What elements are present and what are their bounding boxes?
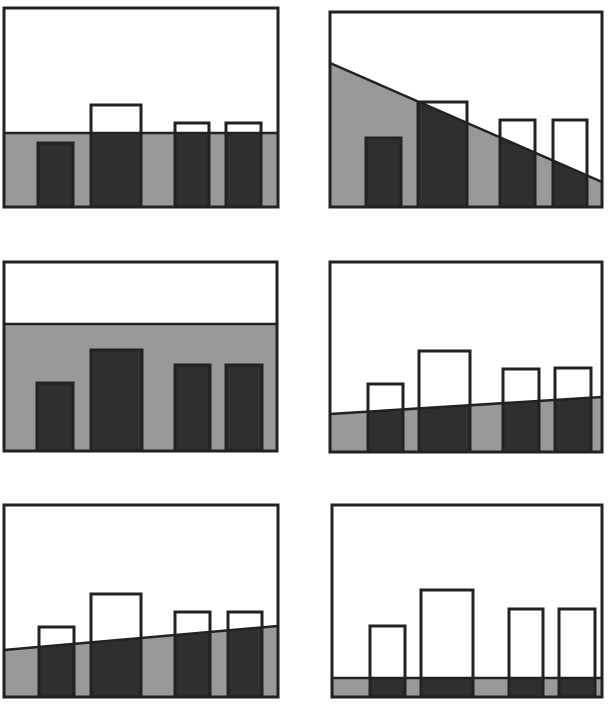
panel-frame	[2, 260, 279, 453]
water-line	[329, 395, 603, 416]
bar-submerged	[173, 626, 212, 697]
bar-submerged	[501, 397, 541, 452]
bar-submerged	[557, 678, 597, 697]
panel-frame	[330, 503, 604, 699]
bar-submerged	[173, 133, 211, 207]
bar-submerged	[368, 678, 407, 697]
bar-submerged	[224, 363, 264, 451]
bar-submerged	[507, 678, 545, 697]
bar-submerged	[89, 133, 143, 207]
bar-submerged	[553, 397, 593, 452]
panel	[328, 260, 604, 454]
panel	[2, 6, 280, 209]
bar-submerged	[89, 348, 144, 451]
bar-submerged	[35, 381, 75, 451]
bar-submerged	[224, 133, 263, 207]
bar-submerged	[364, 136, 403, 207]
bar-submerged	[173, 363, 212, 451]
water-line	[3, 624, 279, 652]
bar-submerged	[36, 141, 75, 207]
bar-submerged	[419, 678, 475, 697]
panel	[328, 10, 604, 209]
panel-frame	[2, 503, 280, 699]
panel-frame	[2, 6, 280, 209]
panel-frame	[328, 260, 604, 454]
water-line	[329, 61, 603, 184]
panel	[2, 260, 279, 453]
panel	[330, 503, 604, 699]
panel-frame	[328, 10, 604, 209]
panel	[2, 503, 280, 699]
bar-submerged	[226, 626, 264, 697]
